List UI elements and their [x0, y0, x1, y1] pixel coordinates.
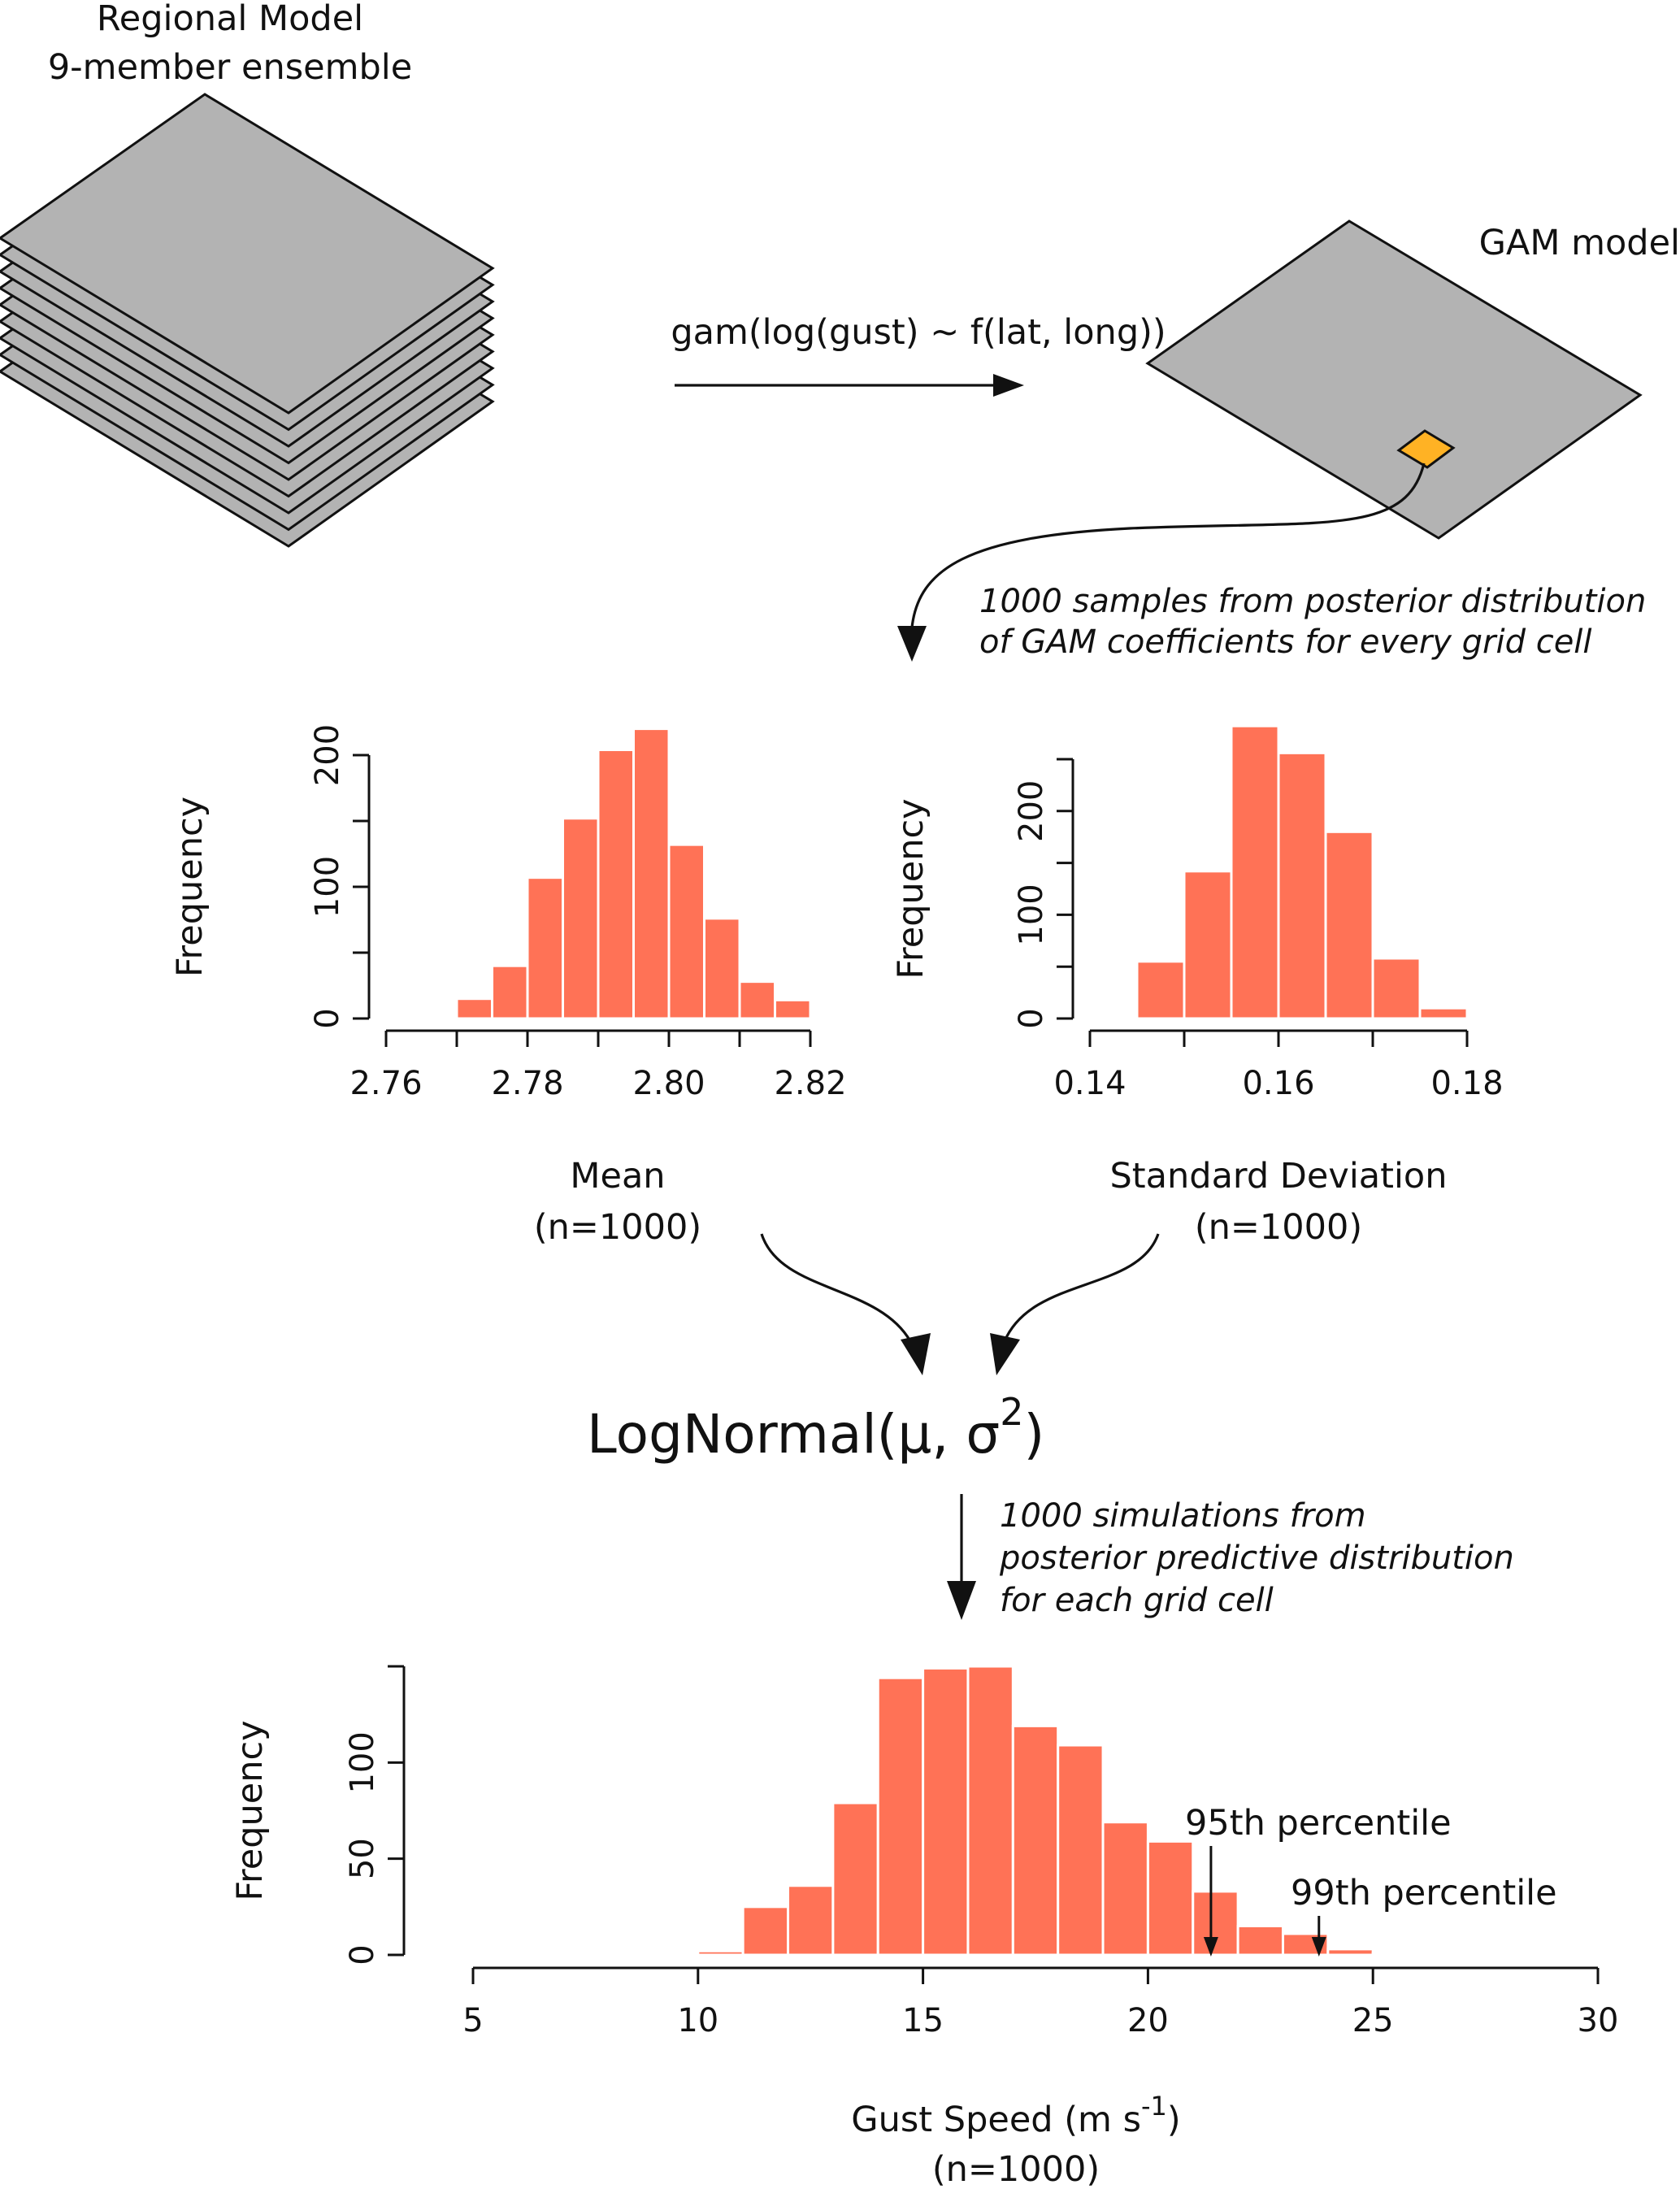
simulation-note-line1: 1000 simulations from [1000, 1497, 1366, 1535]
gust-annotation-label-2: 99th percentile [1291, 1873, 1557, 1913]
sd-y-tick-label: 100 [1013, 884, 1050, 945]
mean-bar-2 [491, 964, 529, 1020]
gust-y-axis-label: Frequency [230, 1720, 271, 1900]
mean-x-tick-label: 2.78 [491, 1065, 563, 1102]
gust-bar-8 [1011, 1724, 1060, 1957]
ensemble-title-line1: Regional Model [97, 0, 363, 39]
mean-histogram: 0 100 200 Frequency 2.76 2.78 2.80 2.82 [170, 724, 847, 1102]
lognormal-label: LogNormal(μ, σ2) [587, 1390, 1044, 1466]
gust-bar-1 [697, 1949, 744, 1957]
gust-x-tick-label: 10 [677, 2002, 718, 2039]
sd-bar-4 [1277, 751, 1327, 1020]
lognormal-close: ) [1024, 1403, 1045, 1466]
mean-bar-6 [632, 727, 671, 1020]
ensemble-layer-1 [0, 93, 495, 415]
gust-xlabel-line2: (n=1000) [932, 2149, 1100, 2189]
mean-xlabel-line2: (n=1000) [534, 1207, 701, 1248]
mean-to-lognormal-arrow [760, 1233, 912, 1342]
mean-y-tick-label: 200 [309, 724, 346, 786]
gust-bar-9 [1057, 1744, 1105, 1957]
gust-bar-15 [1326, 1948, 1374, 1957]
sd-bar-7 [1418, 1006, 1469, 1020]
mean-to-lognormal-arrowhead [901, 1333, 931, 1375]
sd-x-tick-label: 0.18 [1430, 1065, 1503, 1102]
simulation-arrowhead [947, 1581, 976, 1620]
sd-to-lognormal-arrow [1003, 1233, 1160, 1342]
gust-bar-13 [1236, 1925, 1284, 1957]
gam-grid-surface [1145, 219, 1643, 540]
mean-bar-8 [703, 917, 741, 1020]
mean-y-tick-label: 0 [309, 1008, 346, 1028]
mean-y-axis-label: Frequency [170, 797, 211, 977]
gust-xlabel-exponent: -1 [1141, 2091, 1167, 2122]
gust-histogram: 0 50 100 Frequency 5 10 15 20 25 30 95th percentil… [230, 1665, 1619, 2039]
gust-y-tick-label: 50 [344, 1838, 381, 1879]
gust-bar-10 [1101, 1821, 1149, 1957]
gam-title: GAM model [1479, 223, 1680, 263]
mean-bar-10 [774, 998, 812, 1020]
sd-xlabel-line2: (n=1000) [1195, 1207, 1362, 1248]
gust-bar-12 [1192, 1890, 1239, 1957]
lognormal-exponent: 2 [1000, 1390, 1023, 1434]
sd-bar-5 [1324, 830, 1374, 1020]
posterior-note-line2: of GAM coefficients for every grid cell [979, 623, 1592, 661]
mean-x-tick-label: 2.80 [632, 1065, 705, 1102]
gust-bar-5 [876, 1676, 925, 1957]
gam-formula: gam(log(gust) ~ f(lat, long)) [671, 312, 1166, 353]
gust-xlabel: Gust Speed (m s-1) [851, 2091, 1180, 2140]
mean-bar-9 [738, 980, 776, 1020]
mean-bar-4 [562, 817, 600, 1020]
mean-x-tick-label: 2.82 [774, 1065, 846, 1102]
sd-to-lognormal-arrowhead [990, 1333, 1020, 1375]
mean-xlabel-line1: Mean [570, 1156, 665, 1197]
simulation-note-line3: for each grid cell [1000, 1582, 1274, 1619]
gust-x-tick-label: 5 [462, 2002, 483, 2039]
sd-bar-2 [1183, 870, 1233, 1020]
sd-bar-3 [1230, 724, 1280, 1020]
gust-x-tick-label: 25 [1352, 2002, 1394, 2039]
sd-y-tick-label: 0 [1013, 1008, 1050, 1028]
gust-bar-6 [922, 1666, 970, 1957]
sd-xlabel-line1: Standard Deviation [1110, 1156, 1448, 1197]
lognormal-main: LogNormal(μ, σ [587, 1403, 1000, 1466]
gust-annotation-label-1: 95th percentile [1185, 1803, 1452, 1844]
gam-arrow-head [993, 374, 1024, 397]
mean-bar-5 [597, 749, 635, 1020]
ensemble-layer-stack [0, 93, 495, 548]
mean-y-tick-label: 100 [309, 856, 346, 918]
gust-bar-7 [966, 1665, 1014, 1957]
mean-bar-1 [455, 997, 493, 1020]
gust-x-tick-label: 30 [1578, 2002, 1619, 2039]
highlighted-grid-cell [1396, 429, 1456, 469]
sd-bar-6 [1371, 957, 1422, 1020]
sd-y-tick-label: 200 [1013, 780, 1050, 842]
gust-bar-11 [1146, 1839, 1195, 1957]
gust-xlabel-suffix: ) [1167, 2100, 1181, 2140]
simulation-note-line2: posterior predictive distribution [999, 1540, 1514, 1577]
gust-bar-2 [741, 1905, 790, 1957]
posterior-sampling-arrowhead [897, 626, 927, 662]
gust-xlabel-prefix: Gust Speed (m s [851, 2100, 1141, 2140]
mean-x-tick-label: 2.76 [349, 1065, 422, 1102]
sd-x-tick-label: 0.14 [1053, 1065, 1126, 1102]
gust-annotation-arrowhead-2 [1311, 1937, 1326, 1957]
mean-bar-7 [667, 843, 705, 1020]
gust-x-tick-label: 15 [902, 2002, 944, 2039]
sd-histogram: 0 100 200 Frequency 0.14 0.16 0.18 [891, 724, 1504, 1102]
gust-bar-3 [787, 1884, 835, 1957]
gust-annotation-arrowhead-1 [1203, 1937, 1218, 1957]
gust-x-tick-label: 20 [1127, 2002, 1169, 2039]
sd-y-axis-label: Frequency [891, 798, 931, 979]
gust-bar-4 [831, 1801, 879, 1957]
gust-bar-16 [1371, 1952, 1420, 1957]
sd-x-tick-label: 0.16 [1242, 1065, 1314, 1102]
posterior-note-line1: 1000 samples from posterior distribution [979, 583, 1646, 620]
sd-bar-1 [1135, 960, 1186, 1020]
gust-y-tick-label: 100 [344, 1731, 381, 1793]
mean-bar-3 [526, 876, 564, 1020]
gust-y-tick-label: 0 [344, 1944, 381, 1965]
ensemble-title-line2: 9-member ensemble [48, 47, 412, 88]
posterior-sampling-arrow [910, 463, 1426, 628]
